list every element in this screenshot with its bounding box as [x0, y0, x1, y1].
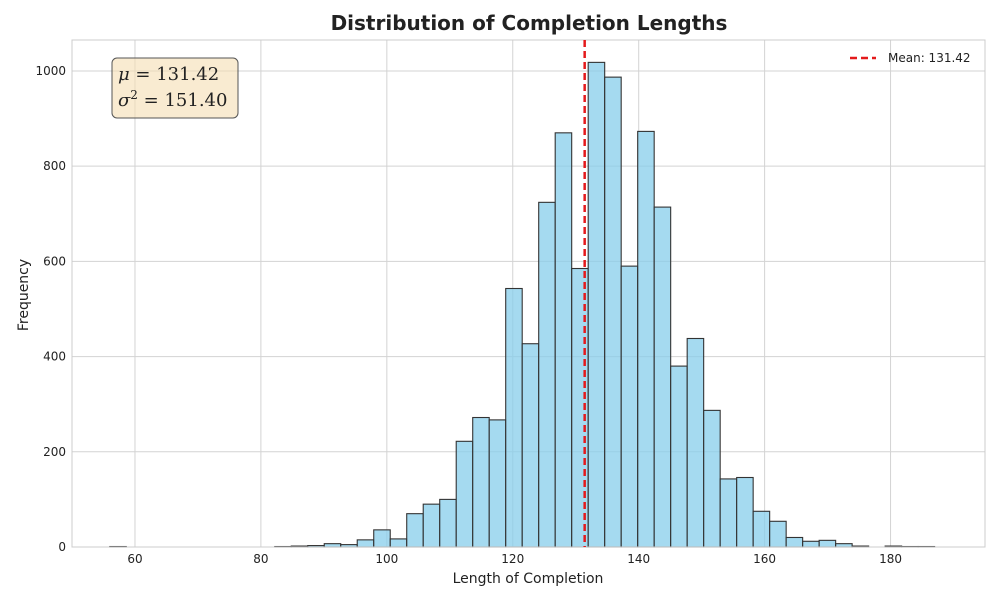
x-axis-label: Length of Completion [453, 571, 604, 587]
histogram-bar [736, 476, 754, 548]
x-tick-label: 100 [375, 552, 398, 566]
histogram-bar [802, 540, 820, 548]
x-tick-label: 160 [753, 552, 776, 566]
histogram-bar [587, 61, 606, 548]
x-tick-label: 120 [501, 552, 524, 566]
histogram-bar [818, 539, 837, 548]
histogram-bar [752, 510, 771, 548]
x-tick-label: 80 [253, 552, 268, 566]
histogram-bar [703, 409, 721, 548]
y-tick-label: 600 [43, 254, 66, 268]
histogram-bar [439, 498, 457, 548]
histogram-bar [653, 206, 672, 548]
histogram-bar [554, 132, 573, 548]
histogram-bar [538, 201, 556, 548]
histogram-bar [373, 529, 391, 548]
histogram-bar [785, 536, 804, 548]
histogram-bar [472, 416, 490, 548]
histogram-bar [604, 76, 622, 548]
y-tick-label: 800 [43, 159, 66, 173]
histogram-bar [389, 538, 408, 548]
y-tick-label: 400 [43, 350, 66, 364]
bars [109, 61, 936, 548]
histogram-bar [356, 539, 375, 548]
legend-mean-label: Mean: 131.42 [888, 51, 971, 65]
histogram-bar [505, 287, 523, 548]
histogram-bar [620, 265, 639, 548]
histogram-bar [521, 343, 540, 548]
tick-labels: 60 80 100 120 140 160 180 0 200 400 600 800 1000 [35, 64, 902, 566]
plot-frame [71, 39, 986, 548]
histogram-bar [455, 440, 474, 548]
histogram-bar [719, 478, 738, 548]
x-tick-label: 60 [127, 552, 142, 566]
histogram-bar [637, 130, 655, 548]
y-tick-label: 200 [43, 445, 66, 459]
stats-box-background [111, 57, 239, 119]
histogram-bar [422, 503, 441, 548]
histogram-bar [670, 365, 688, 548]
y-axis-label: Frequency [16, 259, 32, 331]
y-tick-label: 0 [58, 540, 66, 554]
stats-box: μ = 131.42 σ2 = 151.40 [111, 57, 239, 119]
x-tick-label: 180 [879, 552, 902, 566]
chart-title: Distribution of Completion Lengths [331, 11, 728, 35]
histogram-bar [686, 337, 705, 548]
stats-mean: μ = 131.42 [118, 64, 219, 85]
axes [71, 39, 986, 548]
histogram-bar [488, 419, 507, 548]
y-tick-label: 1000 [35, 64, 66, 78]
histogram-bar [406, 513, 424, 548]
legend: Mean: 131.42 [850, 51, 971, 65]
x-tick-label: 140 [627, 552, 650, 566]
stats-variance: σ2 = 151.40 [118, 88, 227, 111]
histogram-bar [769, 520, 787, 548]
